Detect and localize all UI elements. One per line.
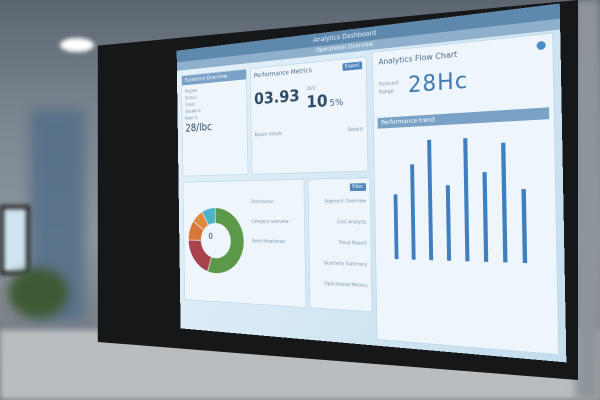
bar	[445, 185, 452, 261]
bar	[482, 172, 489, 262]
range-label: Range	[378, 88, 394, 96]
list-item[interactable]: Cost Analysis	[336, 219, 367, 226]
bar	[501, 142, 508, 263]
report-details-link[interactable]: Report details	[254, 131, 283, 139]
distribution-panel: 0 Distribution Category overview Sales B…	[182, 178, 307, 309]
ceiling-light	[60, 38, 94, 52]
donut-chart	[187, 206, 247, 277]
dashboard-screen: Analytics Dashboard Operational Overview…	[176, 3, 567, 363]
summary-panel: Summary Overview Region Status Users Ses…	[181, 68, 249, 177]
donut-center-label: 0	[208, 231, 214, 242]
bar	[427, 139, 434, 261]
summary-value: 28/Ibc	[185, 120, 212, 135]
bar	[463, 138, 470, 262]
background-monitor	[0, 205, 30, 275]
legend-item: Sales Breakdown	[251, 238, 286, 245]
metric-right: 10	[306, 91, 328, 113]
bar	[393, 194, 399, 260]
background-plant	[8, 268, 68, 318]
bar	[410, 164, 416, 260]
metric-left: 03.93	[254, 86, 300, 109]
list-item[interactable]: Segment Overview	[324, 198, 367, 205]
list-item[interactable]: Quarterly Summary	[323, 260, 368, 268]
kpi-value: 28Hc	[407, 68, 469, 99]
details-link[interactable]: Details	[347, 126, 364, 134]
legend-item: Category overview	[251, 219, 289, 225]
forecast-label: Forecast	[378, 79, 399, 88]
export-button[interactable]: Export	[342, 61, 363, 71]
analytics-title: Analytics Flow Chart	[378, 49, 458, 67]
performance-panel: Performance Metrics Export 03.93 16/2 10…	[249, 56, 369, 175]
bar	[521, 188, 528, 264]
analytics-panel: Analytics Flow Chart Forecast Range 28Hc…	[371, 32, 560, 356]
list-item[interactable]: Trend Report	[338, 240, 367, 247]
globe-icon[interactable]	[536, 40, 546, 51]
filter-button[interactable]: Filter	[349, 183, 366, 192]
list-item[interactable]: Operational Metrics	[324, 281, 368, 290]
background-wall	[575, 0, 600, 400]
segment-list: Filter Segment Overview Cost Analysis Tr…	[307, 177, 373, 313]
donut-segment	[188, 240, 211, 272]
metric-right-pct: 5%	[329, 97, 344, 109]
legend-item: Distribution	[251, 199, 274, 205]
bar-chart	[393, 138, 528, 264]
